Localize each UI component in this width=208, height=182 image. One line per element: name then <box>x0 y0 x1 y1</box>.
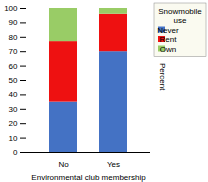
svg-text:60: 60 <box>9 62 18 71</box>
svg-text:Never: Never <box>157 26 179 35</box>
svg-text:Snowmobile: Snowmobile <box>158 7 202 16</box>
svg-text:Rent: Rent <box>160 35 178 44</box>
svg-text:90: 90 <box>9 18 18 27</box>
svg-text:100: 100 <box>4 4 18 13</box>
svg-text:70: 70 <box>9 47 18 56</box>
svg-text:30: 30 <box>9 105 18 114</box>
svg-text:50: 50 <box>9 76 18 85</box>
svg-text:20: 20 <box>9 119 18 128</box>
svg-text:Yes: Yes <box>107 160 120 169</box>
svg-text:Percent: Percent <box>158 63 167 91</box>
svg-text:Environmental club membership: Environmental club membership <box>31 173 146 182</box>
svg-text:0: 0 <box>13 148 18 157</box>
svg-text:Own: Own <box>160 45 176 54</box>
svg-text:80: 80 <box>9 33 18 42</box>
svg-text:use: use <box>174 16 187 25</box>
svg-text:10: 10 <box>9 134 18 143</box>
svg-text:40: 40 <box>9 90 18 99</box>
svg-text:No: No <box>58 160 69 169</box>
